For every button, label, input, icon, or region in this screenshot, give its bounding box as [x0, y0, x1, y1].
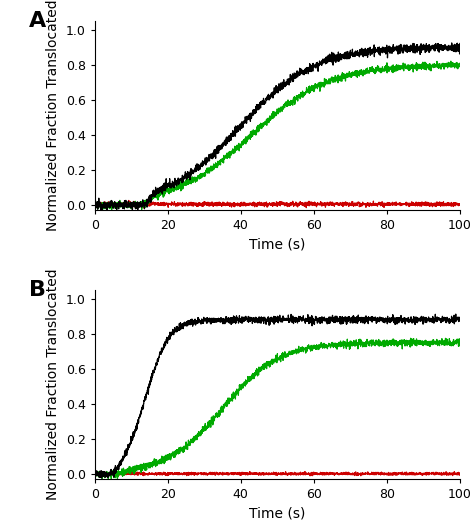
Text: B: B	[29, 280, 46, 301]
Y-axis label: Normalized Fraction Translocated: Normalized Fraction Translocated	[46, 269, 60, 500]
Text: A: A	[29, 11, 46, 31]
Y-axis label: Normalized Fraction Translocated: Normalized Fraction Translocated	[46, 0, 60, 231]
X-axis label: Time (s): Time (s)	[249, 238, 305, 252]
X-axis label: Time (s): Time (s)	[249, 507, 305, 521]
